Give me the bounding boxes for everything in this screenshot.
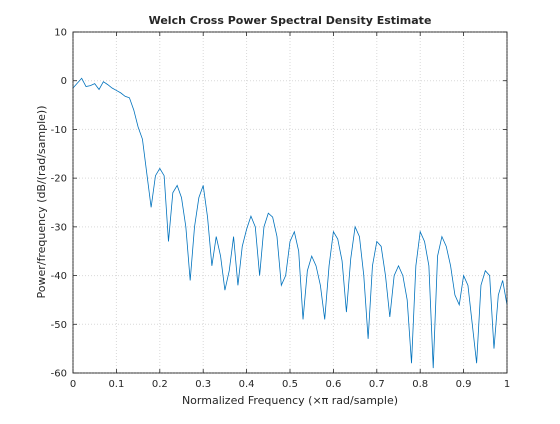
x-tick-label: 0.2 (152, 379, 168, 390)
x-tick-label: 0.1 (108, 379, 124, 390)
x-tick-label: 0.5 (282, 379, 298, 390)
x-tick-label: 0 (70, 379, 76, 390)
axes-background (72, 31, 508, 374)
y-tick-label: -60 (51, 369, 67, 380)
y-axis-label: Power/frequency (dB/(rad/sample)) (35, 106, 48, 299)
x-axis-label: Normalized Frequency (×π rad/sample) (182, 394, 398, 407)
x-tick-label: 1 (504, 379, 510, 390)
x-tick-label: 0.4 (239, 379, 255, 390)
y-tick-label: -10 (51, 125, 67, 136)
x-tick-labels: 0 0.1 0.2 0.3 0.4 0.5 0.6 0.7 0.8 0.9 1 (70, 379, 510, 390)
x-tick-label: 0.7 (369, 379, 385, 390)
plot-area (72, 77, 508, 369)
ticks (72, 31, 508, 374)
y-tick-label: -20 (51, 174, 67, 185)
y-tick-label: -40 (51, 271, 67, 282)
y-tick-label: 0 (61, 76, 67, 87)
chart-title: Welch Cross Power Spectral Density Estim… (149, 14, 432, 27)
y-tick-label: -50 (51, 320, 67, 331)
x-tick-label: 0.6 (325, 379, 341, 390)
x-tick-label: 0.3 (195, 379, 211, 390)
x-tick-label: 0.8 (412, 379, 428, 390)
y-tick-labels: 10 0 -10 -20 -30 -40 -50 -60 (51, 28, 67, 380)
y-tick-label: 10 (54, 28, 67, 39)
y-tick-label: -30 (51, 222, 67, 233)
x-tick-label: 0.9 (456, 379, 472, 390)
psd-series-line (72, 77, 508, 369)
